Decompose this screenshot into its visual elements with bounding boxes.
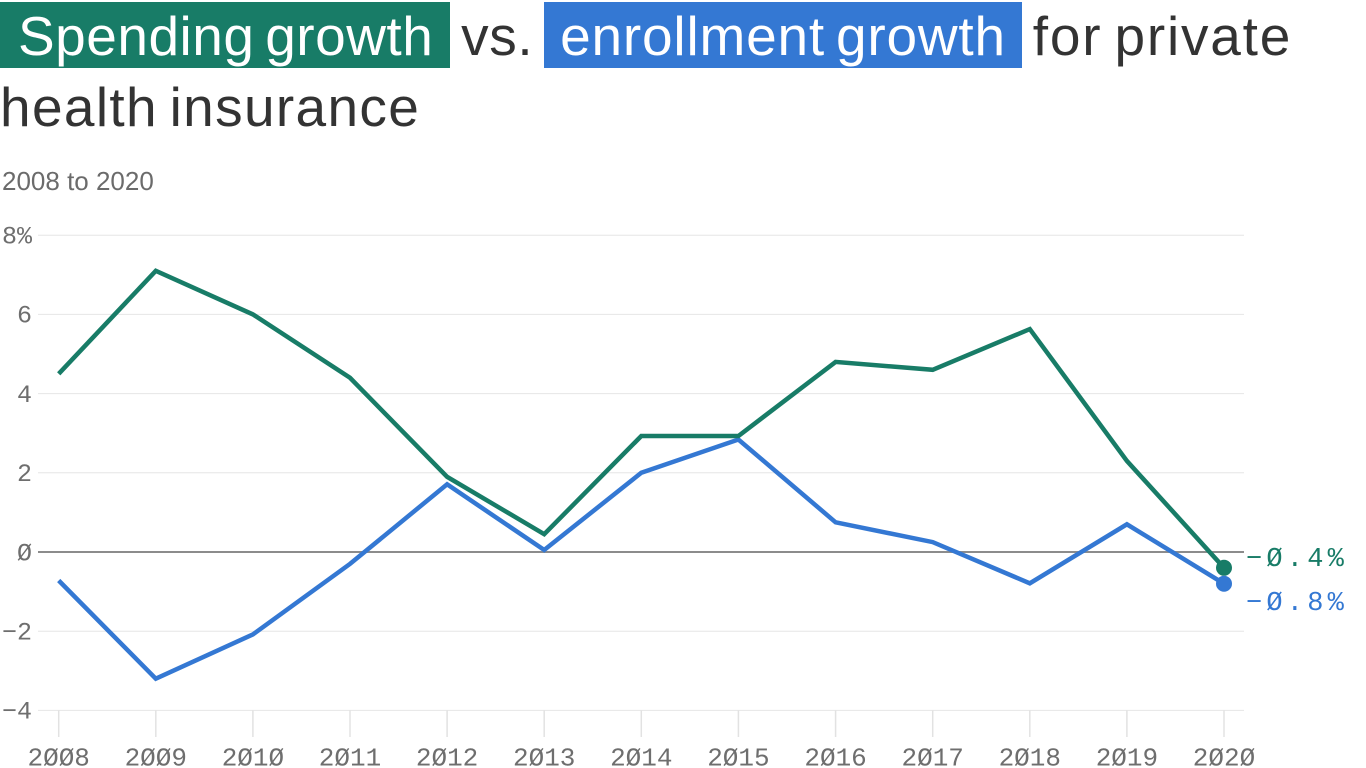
svg-text:−Ø.4%: −Ø.4% — [1246, 545, 1348, 575]
svg-text:2Ø17: 2Ø17 — [901, 744, 963, 768]
svg-text:Ø: Ø — [17, 539, 32, 568]
svg-text:2Ø15: 2Ø15 — [707, 744, 769, 768]
svg-text:2Ø12: 2Ø12 — [416, 744, 478, 768]
svg-text:2ØØ9: 2ØØ9 — [125, 744, 187, 768]
svg-text:−2: −2 — [2, 619, 32, 648]
svg-text:2Ø14: 2Ø14 — [610, 744, 672, 768]
svg-text:−Ø.8%: −Ø.8% — [1246, 589, 1348, 619]
svg-text:4: 4 — [17, 381, 32, 410]
svg-text:−4: −4 — [2, 698, 32, 727]
svg-text:2ØØ8: 2ØØ8 — [27, 744, 89, 768]
svg-text:2Ø2Ø: 2Ø2Ø — [1193, 744, 1255, 768]
svg-text:6: 6 — [17, 302, 32, 331]
svg-text:2Ø13: 2Ø13 — [513, 744, 575, 768]
svg-text:2Ø16: 2Ø16 — [804, 744, 866, 768]
svg-text:2: 2 — [17, 460, 32, 489]
svg-text:2Ø19: 2Ø19 — [1096, 744, 1158, 768]
svg-text:8%: 8% — [2, 223, 33, 252]
svg-text:2Ø11: 2Ø11 — [319, 744, 381, 768]
svg-text:2Ø1Ø: 2Ø1Ø — [222, 744, 284, 768]
svg-text:2Ø18: 2Ø18 — [999, 744, 1061, 768]
